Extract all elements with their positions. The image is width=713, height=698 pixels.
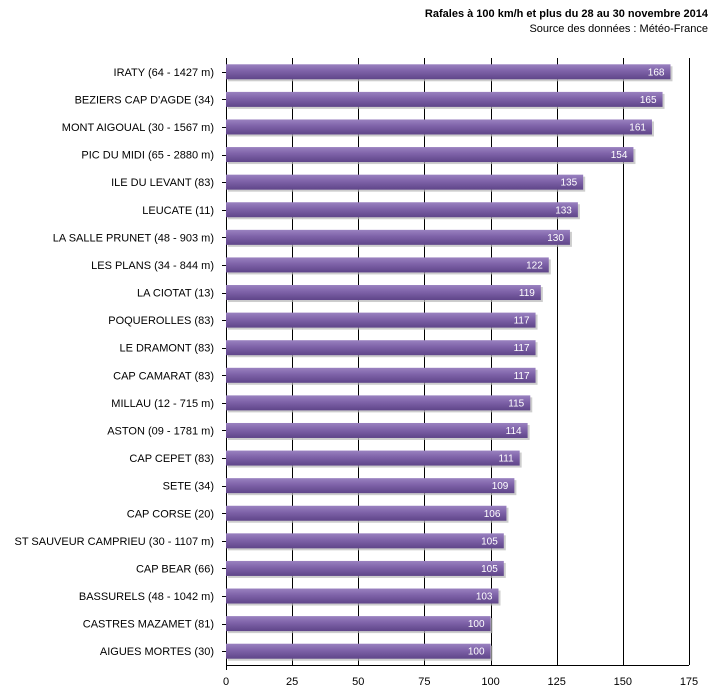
category-label: BASSURELS (48 - 1042 m) xyxy=(79,591,214,603)
category-label: CAP CEPET (83) xyxy=(129,453,214,465)
category-label: POQUEROLLES (83) xyxy=(108,315,214,327)
bar-value-label: 109 xyxy=(492,481,509,492)
x-tick-label: 0 xyxy=(223,676,229,688)
category-label: LA SALLE PRUNET (48 - 903 m) xyxy=(53,232,214,244)
bar xyxy=(226,367,536,383)
category-label: CAP CAMARAT (83) xyxy=(113,370,214,382)
bar-value-label: 105 xyxy=(481,564,498,575)
category-label: LEUCATE (11) xyxy=(142,205,214,217)
category-label: IRATY (64 - 1427 m) xyxy=(114,67,214,79)
category-label: LES PLANS (34 - 844 m) xyxy=(91,260,214,272)
bar xyxy=(226,533,504,549)
x-tick-label: 125 xyxy=(548,676,566,688)
bar-value-label: 117 xyxy=(514,371,530,382)
bar-value-label: 133 xyxy=(555,205,572,216)
bar-value-label: 168 xyxy=(648,67,665,78)
bar xyxy=(226,505,507,521)
bar xyxy=(226,340,536,356)
category-label: ST SAUVEUR CAMPRIEU (30 - 1107 m) xyxy=(15,536,214,548)
bar xyxy=(226,64,671,80)
bar xyxy=(226,395,531,411)
bar-value-label: 100 xyxy=(468,647,485,658)
bar xyxy=(226,643,491,659)
bar xyxy=(226,202,578,218)
chart-subtitle: Source des données : Météo-France xyxy=(529,23,708,35)
bar xyxy=(226,422,528,438)
bar-value-label: 130 xyxy=(547,233,564,244)
bar-value-label: 154 xyxy=(611,150,628,161)
x-tick-label: 150 xyxy=(614,676,632,688)
bar-value-label: 165 xyxy=(640,95,657,106)
x-tick-labels: 0 25 50 75 100 125 150 175 xyxy=(223,676,698,688)
bar xyxy=(226,229,570,245)
bar-value-label: 115 xyxy=(508,398,524,409)
category-label: ILE DU LEVANT (83) xyxy=(111,177,214,189)
bar xyxy=(226,91,663,107)
bar xyxy=(226,174,584,190)
bar-value-label: 119 xyxy=(519,288,535,299)
bar-value-label: 117 xyxy=(514,343,530,354)
category-labels: IRATY (64 - 1427 m) BEZIERS CAP D'AGDE (3… xyxy=(15,67,214,658)
category-label: CAP BEAR (66) xyxy=(136,563,214,575)
bar-value-label: 106 xyxy=(484,509,501,520)
bar xyxy=(226,588,499,604)
bar xyxy=(226,560,504,576)
x-tick-label: 175 xyxy=(680,676,698,688)
category-label: LA CIOTAT (13) xyxy=(137,288,214,300)
bar-value-label: 100 xyxy=(468,619,485,630)
bar xyxy=(226,119,652,135)
bars-layer: 168 165 161 154 135 133 130 122 119 117 117 117 115 1… xyxy=(226,64,673,661)
bar-value-label: 117 xyxy=(514,316,530,327)
category-label: ASTON (09 - 1781 m) xyxy=(107,425,214,437)
bar xyxy=(226,616,491,632)
bar xyxy=(226,257,549,273)
bar-value-label: 122 xyxy=(526,260,543,271)
category-label: MONT AIGOUAL (30 - 1567 m) xyxy=(62,122,214,134)
bar-value-label: 111 xyxy=(498,454,514,465)
x-tick-label: 100 xyxy=(481,676,499,688)
bar xyxy=(226,450,520,466)
bar-value-label: 103 xyxy=(476,592,493,603)
bar-value-label: 114 xyxy=(506,426,522,437)
chart-title: Rafales à 100 km/h et plus du 28 au 30 n… xyxy=(425,8,709,20)
category-label: CASTRES MAZAMET (81) xyxy=(83,619,214,631)
category-label: MILLAU (12 - 715 m) xyxy=(111,398,214,410)
bar xyxy=(226,147,634,163)
bar-value-label: 161 xyxy=(629,122,646,133)
x-tick-label: 75 xyxy=(418,676,430,688)
category-label: PIC DU MIDI (65 - 2880 m) xyxy=(81,150,214,162)
bar xyxy=(226,478,515,494)
bar xyxy=(226,312,536,328)
category-label: CAP CORSE (20) xyxy=(127,508,214,520)
bar-value-label: 105 xyxy=(481,536,498,547)
category-label: BEZIERS CAP D'AGDE (34) xyxy=(75,94,214,106)
bar-value-label: 135 xyxy=(560,178,577,189)
x-tick-label: 25 xyxy=(286,676,298,688)
bar xyxy=(226,285,541,301)
category-label: LE DRAMONT (83) xyxy=(119,343,214,355)
category-label: AIGUES MORTES (30) xyxy=(100,646,214,658)
category-label: SETE (34) xyxy=(163,481,214,493)
x-tick-label: 50 xyxy=(352,676,364,688)
